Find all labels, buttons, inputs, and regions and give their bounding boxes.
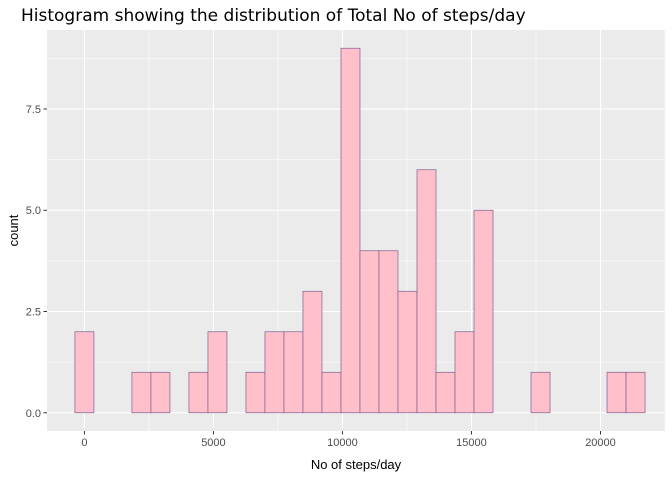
histogram-bar <box>473 209 494 414</box>
x-tick-label: 10000 <box>327 437 358 449</box>
histogram-bar <box>359 250 380 414</box>
histogram-bar <box>207 331 228 414</box>
chart-title: Histogram showing the distribution of To… <box>21 6 526 26</box>
histogram-bar <box>302 290 323 414</box>
histogram-bar <box>340 47 361 414</box>
y-tick-label: 7.5 <box>26 104 41 116</box>
histogram-bar <box>131 371 152 414</box>
y-axis-title: count <box>6 214 21 246</box>
histogram-bar <box>416 169 437 414</box>
x-tick-label: 0 <box>81 437 87 449</box>
y-tick-label: 0.0 <box>26 408 41 420</box>
x-tick-label: 20000 <box>585 437 616 449</box>
x-tick-label: 5000 <box>201 437 225 449</box>
histogram-bar <box>606 371 627 414</box>
histogram-bar <box>188 371 209 414</box>
x-axis-title: No of steps/day <box>311 457 402 472</box>
histogram-bar <box>397 290 418 414</box>
y-axis: 0.0 2.5 5.0 7.5 <box>26 104 47 420</box>
histogram-bar <box>378 250 399 414</box>
histogram-bar <box>245 371 266 414</box>
histogram-bar <box>150 371 171 414</box>
histogram-bars <box>74 47 646 414</box>
histogram-bar <box>625 371 646 414</box>
histogram-bar <box>435 371 456 414</box>
x-axis: 0 5000 10000 15000 20000 <box>81 431 616 449</box>
y-tick-label: 5.0 <box>26 205 41 217</box>
histogram-bar <box>74 331 95 414</box>
histogram-bar <box>454 331 475 414</box>
histogram-bar <box>264 331 285 414</box>
histogram-bar <box>321 371 342 414</box>
y-tick-label: 2.5 <box>26 307 41 319</box>
histogram-bar <box>530 371 551 414</box>
histogram-bar <box>283 331 304 414</box>
x-tick-label: 15000 <box>456 437 487 449</box>
